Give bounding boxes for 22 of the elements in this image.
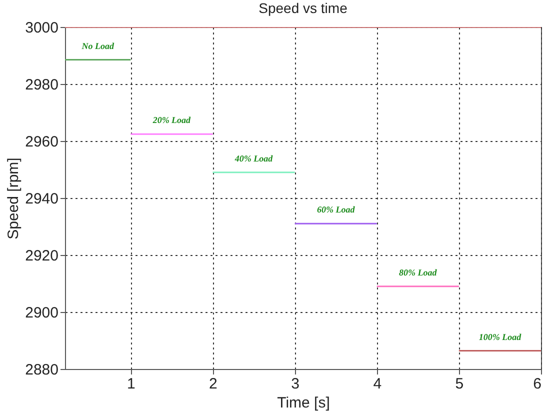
series-label: 20% Load xyxy=(152,115,192,126)
y-tick-label: 2980 xyxy=(25,76,58,94)
x-tick-label: 1 xyxy=(126,376,136,392)
chart-title: Speed vs time xyxy=(258,0,348,16)
x-tick-label: 4 xyxy=(373,376,382,392)
y-tick-label: 2880 xyxy=(25,362,58,378)
y-tick-label: 2900 xyxy=(25,304,58,322)
x-tick-label: 2 xyxy=(209,376,218,392)
series-label: 40% Load xyxy=(234,153,274,164)
y-tick-label: 2920 xyxy=(25,248,58,264)
y-axis-title: Speed [rpm] xyxy=(5,158,22,240)
y-tick-label: 2940 xyxy=(25,190,58,208)
x-axis-title: Time [s] xyxy=(277,394,330,412)
y-tick-label: 2960 xyxy=(25,134,58,150)
y-tick-label: 3000 xyxy=(25,20,58,36)
series-label: 60% Load xyxy=(316,204,356,215)
x-tick-label: 5 xyxy=(455,376,464,392)
x-tick-label: 6 xyxy=(533,376,542,392)
series-label: No Load xyxy=(80,40,114,51)
series-label: 80% Load xyxy=(399,267,438,278)
x-tick-label: 3 xyxy=(291,376,300,392)
series-label: 100% Load xyxy=(478,332,522,342)
